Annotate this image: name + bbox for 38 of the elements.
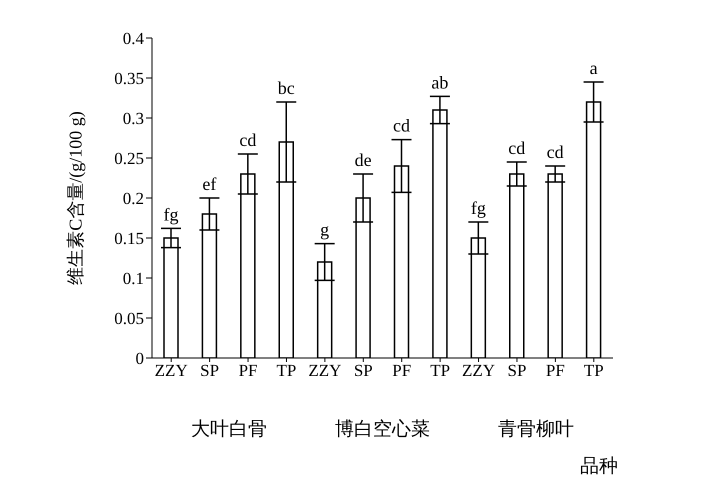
data-label: cd xyxy=(393,116,410,136)
y-tick-label: 0.05 xyxy=(114,309,144,328)
x-tick-label: SP xyxy=(200,361,220,380)
data-label: ef xyxy=(202,174,216,194)
x-tick-label: TP xyxy=(430,361,450,380)
x-tick-label: PF xyxy=(546,361,565,380)
y-tick-label: 0.35 xyxy=(114,69,144,88)
y-tick-label: 0.15 xyxy=(114,229,144,248)
x-tick-label: TP xyxy=(584,361,604,380)
x-tick-label: SP xyxy=(507,361,526,380)
y-tick-label: 0.1 xyxy=(122,269,144,288)
data-label: fg xyxy=(470,198,486,218)
data-label: fg xyxy=(164,204,178,224)
data-label: cd xyxy=(546,142,564,162)
text: 青骨柳叶 xyxy=(497,418,576,442)
data-label: ab xyxy=(431,72,448,92)
y-tick-label: 0.4 xyxy=(122,29,144,48)
y-axis-title: 维生素C含量/(g/100 g) xyxy=(65,111,86,285)
x-tick-label: PF xyxy=(238,361,258,380)
x-tick-label: SP xyxy=(354,361,373,380)
text: 博白空心菜 xyxy=(334,418,431,442)
x-tick-label: ZZY xyxy=(462,361,496,380)
y-tick-label: 0 xyxy=(136,349,144,368)
data-label: a xyxy=(590,58,598,78)
y-tick-label: 0.2 xyxy=(122,189,144,208)
x-tick-label: TP xyxy=(276,361,296,380)
data-label: g xyxy=(320,220,330,240)
data-label: de xyxy=(354,150,372,170)
data-label: cd xyxy=(508,138,526,158)
text: 大叶白骨 xyxy=(190,418,268,442)
y-tick-label: 0.25 xyxy=(114,149,144,168)
x-tick-label: PF xyxy=(392,361,412,380)
x-tick-label: ZZY xyxy=(154,361,188,380)
x-axis-title: 品种 xyxy=(580,455,618,479)
data-label: bc xyxy=(278,78,295,98)
data-label: cd xyxy=(239,130,256,150)
y-tick-label: 0.3 xyxy=(122,109,144,128)
x-tick-label: ZZY xyxy=(308,361,342,380)
